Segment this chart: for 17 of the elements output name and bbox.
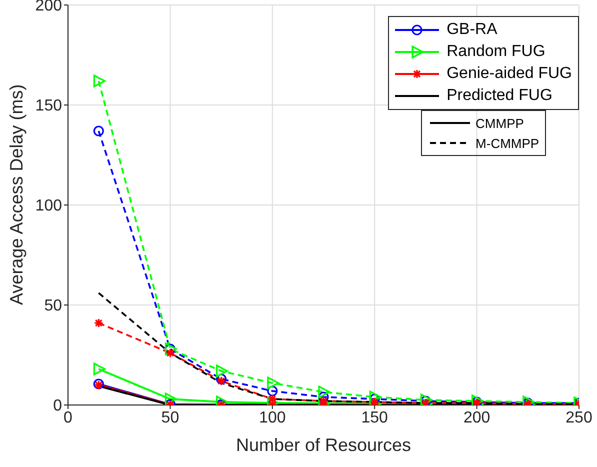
legend-label: Random FUG [446,43,546,61]
x-tick-label: 250 [566,409,592,426]
x-tick-label: 100 [259,409,286,426]
y-tick-label: 100 [35,198,62,215]
legend-label: Predicted FUG [446,87,552,105]
x-axis-title: Number of Resources [236,435,412,455]
y-axis-title: Average Access Delay (ms) [6,84,26,305]
annotation: M-CMMPP [476,136,540,150]
x-tick-label: 150 [361,409,388,426]
annotation: CMMPP [476,116,524,130]
x-tick-label: 200 [463,409,490,426]
y-tick-label: 0 [53,398,62,415]
legend-label: GB-RA [446,21,498,39]
y-tick-label: 150 [35,98,62,115]
legend-label: Genie-aided FUG [446,65,572,83]
y-tick-label: 50 [44,298,62,315]
x-tick-label: 50 [161,409,180,426]
